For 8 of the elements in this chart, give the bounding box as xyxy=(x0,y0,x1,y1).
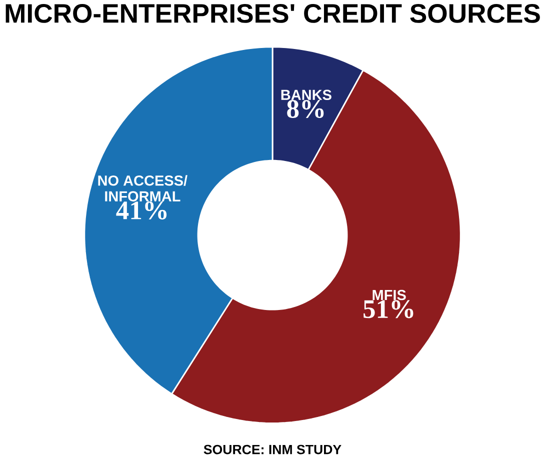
slice-label: MFIS xyxy=(372,290,406,300)
slice-label: BANKS xyxy=(281,90,332,100)
slice-label: NO ACCESS/ INFORMAL xyxy=(98,174,188,202)
data-label: 41% xyxy=(116,201,167,220)
data-label: 8% xyxy=(287,100,324,118)
chart-title: MICRO-ENTERPRISES' CREDIT SOURCES xyxy=(6,4,540,23)
data-label: 51% xyxy=(364,300,414,318)
source-note: SOURCE: INM STUDY xyxy=(204,444,342,454)
